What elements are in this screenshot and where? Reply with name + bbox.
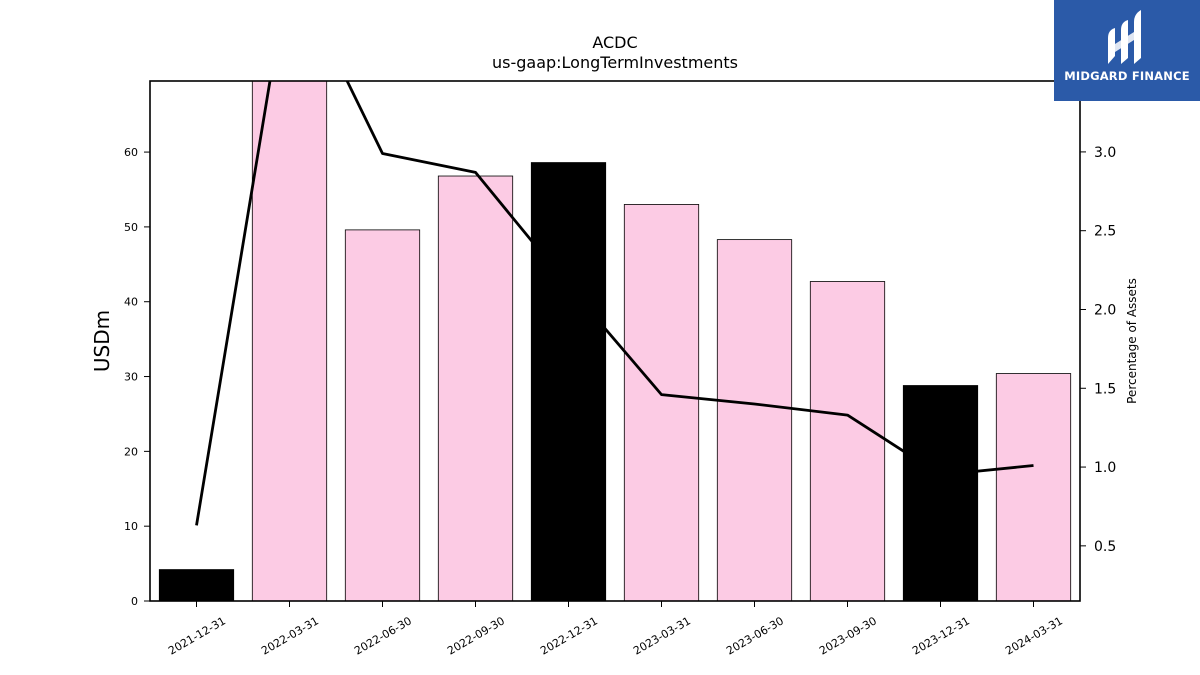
bar bbox=[809, 281, 886, 601]
plot-content bbox=[158, 81, 1072, 601]
bar bbox=[251, 81, 328, 601]
y2-tick-label: 2.5 bbox=[1094, 224, 1116, 240]
y2-tick-label: 1.5 bbox=[1094, 381, 1116, 397]
bar bbox=[623, 204, 700, 601]
x-tick-label: 2023-06-30 bbox=[724, 614, 786, 657]
logo-mark-icon bbox=[1108, 10, 1141, 64]
x-tick-label: 2022-03-31 bbox=[259, 614, 321, 657]
bar bbox=[902, 385, 979, 601]
y-tick-label: 0 bbox=[131, 595, 138, 608]
percentage-line bbox=[195, 81, 1034, 526]
y2-tick-label: 1.0 bbox=[1094, 460, 1116, 476]
x-tick-label: 2022-09-30 bbox=[445, 614, 507, 657]
x-tick-label: 2023-03-31 bbox=[631, 614, 693, 657]
y-tick-label: 50 bbox=[124, 221, 138, 234]
chart-subtitle: us-gaap:LongTermInvestments bbox=[492, 53, 738, 72]
y-tick-label: 20 bbox=[124, 445, 138, 458]
x-tick-label: 2024-03-31 bbox=[1003, 614, 1065, 657]
bar bbox=[344, 229, 421, 601]
logo-text: MIDGARD FINANCE bbox=[1064, 69, 1190, 83]
y2-axis-label: Percentage of Assets bbox=[1125, 278, 1139, 404]
chart-title: ACDC bbox=[592, 33, 637, 52]
bar bbox=[716, 239, 793, 601]
bar bbox=[158, 569, 235, 601]
x-tick-label: 2022-06-30 bbox=[352, 614, 414, 657]
y-tick-label: 60 bbox=[124, 146, 138, 159]
y-tick-label: 40 bbox=[124, 296, 138, 309]
plot-frame bbox=[149, 80, 1081, 602]
y2-tick-label: 2.0 bbox=[1094, 302, 1116, 318]
bar bbox=[530, 162, 607, 601]
y-tick-label: 30 bbox=[124, 371, 138, 384]
y-tick-label: 10 bbox=[124, 520, 138, 533]
x-tick-label: 2023-09-30 bbox=[817, 614, 879, 657]
bar bbox=[995, 373, 1072, 601]
x-tick-label: 2022-12-31 bbox=[538, 614, 600, 657]
y-axis-label: USDm bbox=[90, 310, 114, 372]
x-tick-label: 2023-12-31 bbox=[910, 614, 972, 657]
y2-tick-label: 3.0 bbox=[1094, 145, 1116, 161]
x-tick-label: 2021-12-31 bbox=[166, 614, 228, 657]
y2-tick-label: 0.5 bbox=[1094, 539, 1116, 555]
brand-logo: MIDGARD FINANCE bbox=[1054, 0, 1200, 101]
bar bbox=[437, 175, 514, 601]
